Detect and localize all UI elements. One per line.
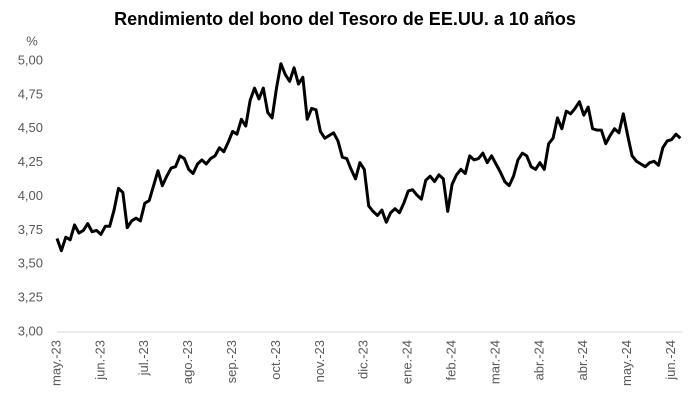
x-tick-label: jul.-23 [136, 340, 151, 376]
y-tick-label: 4,75 [18, 86, 43, 101]
y-tick-label: 5,00 [18, 52, 43, 67]
y-tick-label: 4,50 [18, 120, 43, 135]
y-tick-label: 3,25 [18, 290, 43, 305]
x-tick-label: abr.-24 [531, 340, 546, 380]
y-tick-label: 3,00 [18, 323, 43, 338]
x-tick-label: sep.-23 [224, 340, 239, 383]
x-tick-label: may.-24 [619, 340, 634, 386]
y-tick-label: 3,75 [18, 222, 43, 237]
x-tick-label: jun.-24 [663, 340, 678, 381]
x-tick-label: ago.-23 [180, 340, 195, 384]
chart-title: Rendimiento del bono del Tesoro de EE.UU… [114, 9, 576, 29]
x-tick-label: feb.-24 [444, 340, 459, 380]
line-series [55, 62, 682, 253]
x-tick-label: abr.-24 [575, 340, 590, 380]
y-tick-label: 4,25 [18, 154, 43, 169]
y-tick-label: 3,50 [18, 256, 43, 271]
x-tick-label: may.-23 [48, 340, 63, 386]
x-tick-label: jun.-23 [92, 340, 107, 381]
x-tick-label: mar.-24 [487, 340, 502, 384]
y-tick-label: 4,00 [18, 188, 43, 203]
y-axis-label: % [26, 33, 38, 48]
x-tick-label: dic.-23 [356, 340, 371, 379]
x-tick-label: oct.-23 [268, 340, 283, 380]
x-tick-label: nov.-23 [312, 340, 327, 382]
x-tick-label: ene.-24 [400, 340, 415, 384]
